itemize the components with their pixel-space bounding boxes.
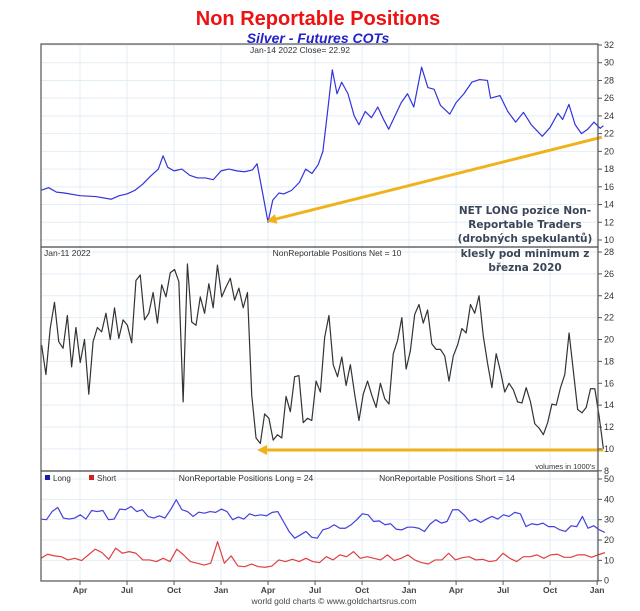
y-tick-label: 12 — [604, 217, 614, 227]
chart-subtitle: Silver - Futures COTs — [247, 30, 390, 46]
price-trend-arrow — [275, 135, 603, 221]
y-tick-label: 14 — [604, 400, 614, 410]
y-tick-label: 18 — [604, 164, 614, 174]
annotation-line: (drobných spekulantů) — [458, 232, 593, 245]
y-tick-label: 20 — [604, 146, 614, 156]
legend-short-label: Short — [97, 474, 117, 483]
x-tick-label: Apr — [449, 585, 464, 595]
x-tick-label: Oct — [167, 585, 181, 595]
y-tick-label: 32 — [604, 40, 614, 50]
net-date-label: Jan-11 2022 — [44, 248, 91, 258]
x-tick-label: Jul — [121, 585, 133, 595]
axes: 10 12 14 16 18 20 22 24 26 28 30 32 8 10 12 14 16 18 20 22 2… — [73, 40, 614, 595]
y-tick-label: 14 — [604, 200, 614, 210]
gridlines — [41, 44, 598, 582]
y-tick-label: 40 — [604, 494, 614, 504]
y-tick-label: 30 — [604, 515, 614, 525]
price-trend-arrow-head — [266, 214, 278, 224]
y-tick-label: 22 — [604, 313, 614, 323]
annotation-arrows — [257, 135, 604, 456]
annotation-line: Reportable Traders — [468, 219, 581, 231]
x-tick-label: Jul — [497, 585, 509, 595]
x-tick-label: Oct — [543, 585, 557, 595]
short-header: NonReportable Positions Short = 14 — [379, 473, 515, 483]
long-header: NonReportable Positions Long = 24 — [179, 473, 314, 483]
y-tick-label: 10 — [604, 444, 614, 454]
long-line — [40, 499, 606, 539]
y-tick-label: 20 — [604, 535, 614, 545]
net-line — [41, 263, 604, 449]
annotation-line: března 2020 — [488, 262, 561, 274]
x-tick-label: Oct — [355, 585, 369, 595]
volumes-note: volumes in 1000's — [535, 462, 595, 471]
net-minimum-arrow-head — [257, 445, 268, 456]
y-tick-label: 10 — [604, 235, 614, 245]
x-tick-label: Jan — [590, 585, 605, 595]
legend-long-label: Long — [53, 474, 71, 483]
net-header: NonReportable Positions Net = 10 — [273, 248, 402, 258]
x-tick-label: Jan — [402, 585, 417, 595]
annotation-text: NET LONG pozice Non- Reportable Traders … — [458, 205, 593, 274]
y-tick-label: 28 — [604, 247, 614, 257]
annotation-line: NET LONG pozice Non- — [459, 205, 591, 217]
y-tick-label: 16 — [604, 182, 614, 192]
legend-short-swatch — [89, 475, 94, 480]
y-tick-label: 30 — [604, 58, 614, 68]
net-panel-frame — [40, 246, 599, 472]
short-line — [40, 541, 606, 568]
long-short-panel-frame — [40, 470, 599, 582]
series-lines — [40, 66, 606, 568]
y-tick-label: 24 — [604, 111, 614, 121]
y-tick-label: 16 — [604, 378, 614, 388]
y-tick-label: 22 — [604, 129, 614, 139]
y-tick-label: 8 — [604, 466, 609, 476]
y-tick-label: 10 — [604, 555, 614, 565]
x-tick-label: Apr — [261, 585, 276, 595]
legend-long-swatch — [45, 475, 50, 480]
y-tick-label: 0 — [604, 576, 609, 586]
y-tick-label: 26 — [604, 269, 614, 279]
y-tick-label: 28 — [604, 75, 614, 85]
price-header: Jan-14 2022 Close= 22.92 — [250, 45, 350, 55]
footer-credit: world gold charts © www.goldchartsrus.co… — [251, 596, 417, 606]
y-tick-label: 12 — [604, 422, 614, 432]
y-tick-label: 18 — [604, 356, 614, 366]
annotation-line: klesly pod minimum z — [461, 248, 590, 260]
y-tick-label: 26 — [604, 93, 614, 103]
x-tick-label: Jan — [214, 585, 229, 595]
x-tick-label: Jul — [309, 585, 321, 595]
chart-title: Non Reportable Positions — [196, 8, 440, 30]
y-tick-label: 20 — [604, 335, 614, 345]
price-line — [40, 66, 604, 223]
y-tick-label: 50 — [604, 474, 614, 484]
y-tick-label: 24 — [604, 291, 614, 301]
x-tick-label: Apr — [73, 585, 88, 595]
